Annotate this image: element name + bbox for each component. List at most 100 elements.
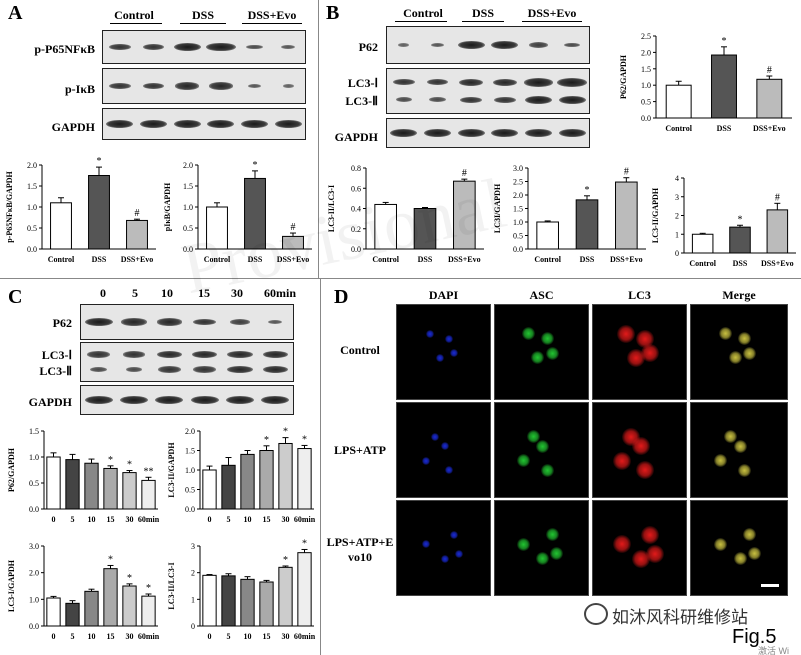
blot-band — [398, 43, 410, 47]
y-tick-label: 2.0 — [513, 191, 523, 200]
y-tick-label: 2.0 — [185, 427, 195, 436]
blot-band — [156, 318, 183, 326]
blot-band — [90, 367, 108, 372]
blot-band — [125, 367, 143, 372]
y-tick-label: 1.0 — [641, 81, 651, 90]
blot-band — [142, 43, 165, 51]
cell-nucleus — [531, 351, 545, 365]
y-tick-label: 2.0 — [183, 161, 193, 170]
category-label: 0 — [208, 515, 212, 524]
y-tick-label: 0.6 — [351, 184, 361, 193]
category-label: Control — [689, 259, 716, 268]
y-tick-label: 1.5 — [29, 427, 39, 436]
significance-mark: * — [108, 554, 113, 565]
bar — [141, 595, 156, 627]
timepoint-label: 15 — [198, 286, 210, 300]
bar — [278, 442, 293, 510]
blot-band — [491, 41, 519, 49]
y-tick-label: 1.0 — [29, 453, 39, 462]
category-label: 15 — [107, 515, 115, 524]
western-blot-lc3 — [386, 68, 590, 114]
blot-band — [119, 396, 149, 404]
y-tick-label: 0.0 — [29, 505, 39, 514]
category-label: 15 — [107, 632, 115, 641]
bar-chart-c4: 0 1 2 3 LC3-II/LC3-I 0 5 10 15 * 30 * 60min — [167, 538, 316, 641]
blot-band — [395, 97, 412, 103]
bar — [297, 448, 312, 510]
blot-band — [274, 120, 302, 128]
blot-band — [262, 366, 289, 374]
y-axis-label: p-P65NFκB/GAPDH — [5, 170, 14, 242]
bar — [244, 177, 266, 250]
bar — [536, 221, 559, 250]
category-label: DSS+Evo — [277, 255, 310, 264]
blot-band — [207, 120, 235, 128]
bar — [46, 597, 61, 627]
y-tick-label: 1.0 — [513, 218, 523, 227]
divider-horizontal — [0, 278, 801, 279]
y-tick-label: 0.5 — [183, 224, 193, 233]
divider-vertical-top — [318, 0, 319, 278]
blot-band — [529, 42, 548, 48]
bar — [103, 467, 118, 510]
category-label: 30 — [126, 515, 134, 524]
blot-band — [87, 351, 110, 358]
blot-band — [523, 77, 554, 87]
significance-mark: * — [722, 36, 727, 47]
cell-nucleus — [733, 439, 747, 453]
blot-band — [156, 350, 183, 358]
microscopy-image-asc — [494, 304, 589, 400]
y-tick-label: 0.2 — [351, 225, 361, 234]
blot-band — [494, 96, 516, 103]
bar — [46, 456, 61, 510]
cell-nucleus — [733, 552, 747, 566]
bar — [103, 568, 118, 627]
y-tick-label: 0.5 — [185, 486, 195, 495]
panel-a-label: A — [8, 2, 23, 24]
cell-nucleus — [536, 439, 549, 453]
western-blot-p-p65nfkb — [102, 30, 306, 64]
cell-nucleus — [445, 466, 454, 475]
category-label: Control — [665, 124, 692, 133]
microscopy-row-control: Control — [340, 343, 380, 357]
blot-label-lc3-i: LC3-Ⅰ — [41, 348, 72, 362]
y-axis-label: P62/GAPDH — [7, 447, 16, 492]
cell-nucleus — [421, 456, 430, 465]
bar — [665, 84, 692, 119]
category-label: 60min — [294, 515, 316, 524]
category-label: 10 — [88, 632, 96, 641]
category-label: 5 — [227, 515, 231, 524]
bar — [65, 459, 80, 510]
y-tick-label: 0.5 — [513, 232, 523, 241]
y-tick-label: 0 — [675, 249, 679, 258]
category-label: 10 — [244, 515, 252, 524]
category-label: Control — [534, 255, 561, 264]
cell-nucleus — [445, 334, 454, 343]
y-axis-label: LC3-II/GAPDH — [651, 187, 660, 243]
blot-band — [261, 396, 290, 404]
bar — [122, 472, 137, 510]
panel-b-group-dss: DSS — [471, 6, 494, 20]
category-label: 15 — [263, 515, 271, 524]
bar — [282, 235, 304, 250]
y-tick-label: 1.5 — [513, 205, 523, 214]
bar — [729, 226, 751, 254]
blot-band — [268, 320, 283, 324]
bar — [278, 566, 293, 627]
blot-band — [193, 318, 216, 326]
blot-band — [241, 120, 268, 128]
timepoint-label: 30 — [231, 286, 243, 300]
bar — [374, 203, 397, 250]
y-tick-label: 2.0 — [641, 48, 651, 57]
figure-label: Fig.5 — [732, 626, 777, 648]
cell-nucleus — [431, 432, 439, 441]
blot-band — [227, 350, 253, 358]
bar — [766, 209, 789, 254]
bar — [711, 54, 737, 119]
blot-band — [460, 96, 482, 103]
blot-band — [84, 318, 113, 326]
category-label: Control — [204, 255, 231, 264]
cell-nucleus — [435, 353, 444, 362]
y-tick-label: 1 — [675, 230, 679, 239]
bar — [84, 462, 99, 510]
